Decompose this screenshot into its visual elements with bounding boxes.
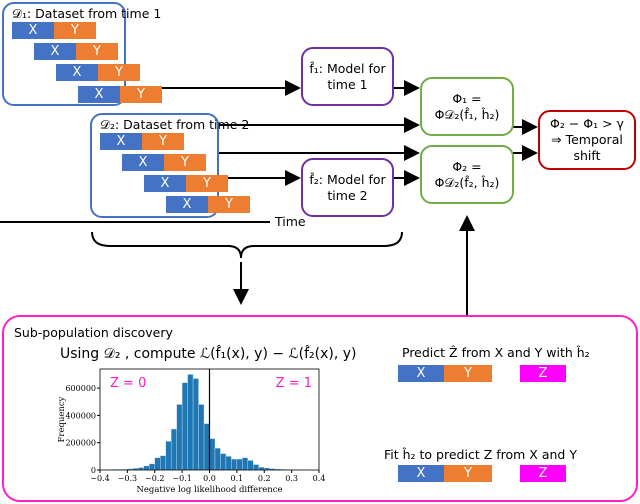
histogram-bar <box>242 457 249 471</box>
shift-condition: Φ₂ − Φ₁ > γ <box>550 116 624 131</box>
x-tick-label: −0.3 <box>118 474 137 483</box>
d1-y-cell: Y <box>98 64 140 81</box>
y-tick-label: 600000 <box>65 384 96 393</box>
phi2-label: Φ₂ = <box>452 158 482 174</box>
phi1-box: Φ₁ = Φ𝒟₂(f̂₁, ĥ₂) <box>420 77 514 136</box>
y-tick-label: 400000 <box>65 411 96 420</box>
fit-y-cell: Y <box>444 465 492 482</box>
d1-x-cell: X <box>34 43 76 60</box>
phi1-formula: Φ𝒟₂(f̂₁, ĥ₂) <box>434 106 500 122</box>
temporal-shift-box: Φ₂ − Φ₁ > γ ⇒ Temporal shift <box>538 110 636 170</box>
x-tick-label: 0.0 <box>203 474 216 483</box>
d2-x-cell: X <box>122 154 164 171</box>
shift-word: shift <box>573 148 601 163</box>
histogram-bar <box>198 404 205 471</box>
histogram-bar <box>170 428 177 471</box>
dataset-time1-title: 𝒟₁: Dataset from time 1 <box>12 6 162 21</box>
y-tick-label: 200000 <box>65 439 96 448</box>
model-time1-label: f̂₁: Model for <box>309 60 386 76</box>
predict-y-cell: Y <box>444 365 492 382</box>
model-time1-box: f̂₁: Model for time 1 <box>301 47 394 106</box>
x-tick-label: 0.3 <box>285 474 298 483</box>
d2-y-cell: Y <box>142 133 184 150</box>
histogram-bar <box>236 458 243 471</box>
predict-z-cell: Z <box>520 365 566 382</box>
model-time2-label-2: time 2 <box>327 187 368 203</box>
phi2-box: Φ₂ = Φ𝒟₂(f̂₂, ĥ₂) <box>420 145 514 204</box>
x-axis-label: Negative log likelihood difference <box>136 485 282 495</box>
histogram-bar <box>187 374 194 471</box>
d1-y-cell: Y <box>54 22 96 39</box>
x-tick-label: −0.1 <box>172 474 191 483</box>
subpop-title: Sub-population discovery <box>14 325 173 340</box>
histogram-bar <box>253 464 259 471</box>
fit-x-cell: X <box>398 465 444 482</box>
d2-x-cell: X <box>100 133 142 150</box>
histogram-bar <box>192 378 199 471</box>
annotation-z0: Z = 0 <box>110 376 146 391</box>
model-time2-label: f̂₂: Model for <box>309 171 386 187</box>
d1-x-cell: X <box>78 86 120 103</box>
compute-text: Using 𝒟₂ , compute ℒ(f̂₁(x), y) − ℒ(f̂₂(… <box>60 346 357 362</box>
d2-y-cell: Y <box>186 175 228 192</box>
histogram-bar <box>154 457 161 471</box>
d1-y-cell: Y <box>76 43 118 60</box>
x-tick-label: −0.4 <box>90 474 109 483</box>
x-tick-label: −0.2 <box>145 474 164 483</box>
histogram-bar <box>165 441 172 471</box>
histogram-bar <box>220 453 227 471</box>
phi2-formula: Φ𝒟₂(f̂₂, ĥ₂) <box>434 174 500 190</box>
annotation-z1: Z = 1 <box>276 376 312 391</box>
x-tick-label: 0.4 <box>313 474 326 483</box>
y-axis-label: Frequency <box>57 396 67 442</box>
x-tick-label: 0.1 <box>231 474 244 483</box>
histogram-bar <box>149 463 155 471</box>
d1-x-cell: X <box>12 22 54 39</box>
shift-implies: ⇒ Temporal <box>551 132 623 147</box>
histogram-bar <box>181 382 188 471</box>
histogram-bar <box>143 465 150 471</box>
time-label: Time <box>275 214 306 229</box>
fit-z-cell: Z <box>520 465 566 482</box>
predict-x-cell: X <box>398 365 444 382</box>
x-tick-label: 0.2 <box>258 474 271 483</box>
d2-y-cell: Y <box>208 196 250 213</box>
histogram-bar <box>258 467 265 471</box>
histogram-bar <box>214 447 221 471</box>
phi1-label: Φ₁ = <box>452 90 482 106</box>
y-tick-label: 0 <box>91 466 96 475</box>
histogram-bar <box>225 456 232 471</box>
model-time1-label-2: time 1 <box>327 76 368 92</box>
histogram-bar <box>209 438 216 471</box>
d2-x-cell: X <box>144 175 186 192</box>
d2-y-cell: Y <box>164 154 206 171</box>
histogram-bar <box>247 460 254 471</box>
histogram-bar <box>203 423 210 471</box>
model-time2-box: f̂₂: Model for time 2 <box>301 158 394 217</box>
d2-x-cell: X <box>166 196 208 213</box>
dataset-time2-title: 𝒟₂: Dataset from time 2 <box>100 117 250 132</box>
brace <box>91 231 403 259</box>
predict-text: Predict Ẑ from X and Y with ĥ₂ <box>402 345 590 360</box>
histogram-bar <box>231 458 238 471</box>
fit-text: Fit ĥ₂ to predict Z from X and Y <box>384 447 577 462</box>
d1-y-cell: Y <box>120 86 162 103</box>
histogram-bar <box>160 455 166 471</box>
histogram-bar <box>176 404 183 471</box>
d1-x-cell: X <box>56 64 98 81</box>
